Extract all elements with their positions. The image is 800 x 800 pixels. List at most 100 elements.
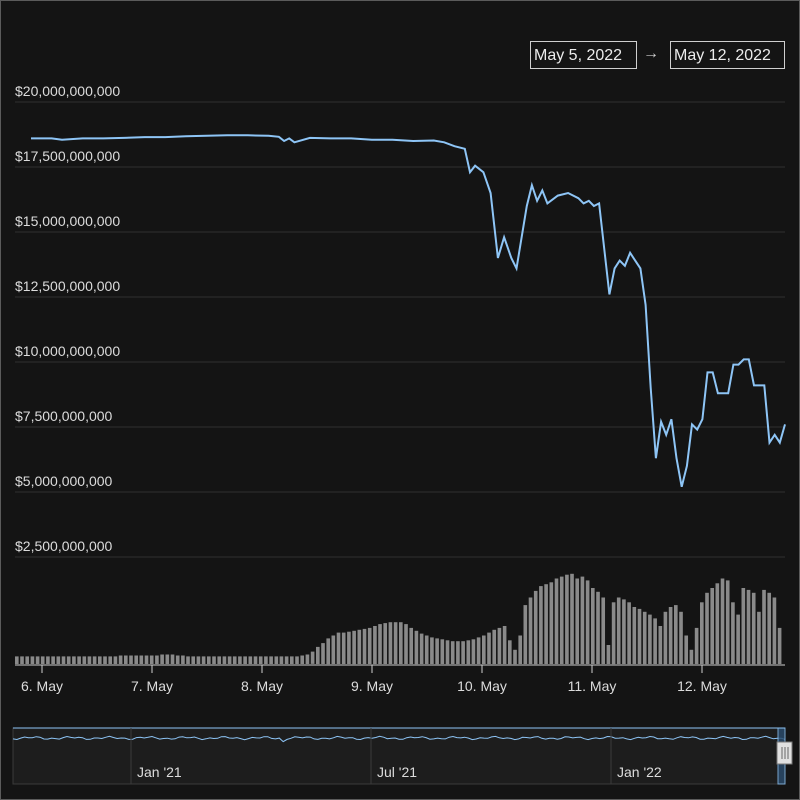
volume-bar [279,656,284,664]
volume-bar [476,637,481,664]
volume-bar [461,641,465,664]
volume-bar [694,627,699,664]
volume-bar [611,602,616,665]
volume-bar [554,578,559,664]
volume-bar [336,632,341,664]
volume-bar [175,655,180,664]
volume-bar [700,602,704,665]
volume-bar [72,656,76,664]
volume-bar [40,656,45,664]
volume-bar [165,654,170,664]
volume-bar [149,655,154,664]
volume-bar [326,638,331,665]
x-tick-label: 8. May [241,678,283,694]
volume-bar [46,656,50,664]
volume-bar [87,656,92,664]
volume-bar [596,591,600,664]
volume-bar [352,630,356,665]
volume-bar [227,656,232,664]
volume-bar [705,592,709,665]
volume-bar [92,656,97,664]
volume-bar [144,655,149,664]
volume-bar [341,632,346,664]
y-tick-label: $2,500,000,000 [15,538,113,554]
volume-bar [399,622,403,664]
volume-bar [539,586,543,664]
volume-bar [269,656,273,664]
navigator: Jan '21 Jul '21 Jan '22 [12,727,793,785]
y-tick-label: $20,000,000,000 [15,83,120,99]
volume-bar [585,580,590,664]
volume-bar [751,592,756,665]
volume-bar [720,578,725,664]
volume-bar [212,656,216,664]
volume-bar [632,607,637,664]
date-range-from-input[interactable]: May 5, 2022 [530,41,637,69]
volume-bar [777,627,782,664]
volume-bar [456,641,460,664]
volume-bar [243,656,247,664]
volume-bar [295,656,299,664]
volume-bar [347,631,351,664]
volume-bar [103,656,107,664]
volume-bar [591,588,595,664]
volume-bar [253,656,258,664]
volume-bar [170,654,175,664]
series-line [31,134,786,488]
volume-bar [762,589,766,664]
x-tick-label: 9. May [351,678,393,694]
volume-bar [201,656,206,664]
volume-bar [155,655,159,664]
navigator-label: Jul '21 [377,764,417,780]
navigator-series-line [12,735,786,743]
date-range-to-input[interactable]: May 12, 2022 [670,41,785,69]
volume-bar [191,656,196,664]
volume-bar [482,635,486,664]
volume-bar [82,656,87,664]
volume-bar [487,632,491,664]
volume-bar [66,656,71,664]
volume-bar [274,656,279,664]
volume-bar [648,614,652,664]
volume-bar [290,656,294,664]
volume-bar [238,656,242,664]
volume-bar [113,656,118,664]
navigator-labels: Jan '21 Jul '21 Jan '22 [130,728,662,784]
volume-bar [430,637,434,664]
volume-bar [51,656,55,664]
volume-bar [570,573,574,665]
volume-bar [186,656,190,664]
volume-bar [684,635,689,664]
volume-bar [544,584,548,664]
volume-bar [471,639,476,664]
volume-bar [98,656,102,664]
volume-bar [440,639,445,664]
volume-bar [466,640,471,665]
volume-bar [757,611,761,665]
navigator-label: Jan '21 [137,764,182,780]
volume-bar [606,645,611,664]
volume-bar [710,588,715,664]
volume-bar [513,649,517,665]
volume-bar [616,597,621,664]
volume-bar [663,611,668,665]
volume-bar [523,605,528,664]
y-axis-labels: $2,500,000,000 $5,000,000,000 $7,500,000,0… [15,83,120,554]
volume-bar [35,656,40,664]
volume-bar [731,602,735,665]
volume-bar [668,607,673,664]
volume-bar [160,654,164,664]
volume-bar [658,626,663,664]
volume-bar [642,611,647,665]
volume-bar [404,624,408,664]
volume-bar [388,622,393,664]
x-tick-label: 7. May [131,678,173,694]
volume-bar [772,597,777,664]
volume-bar [497,627,502,664]
volume-bar [528,597,533,664]
volume-bar [207,656,211,664]
volume-bar [300,655,305,664]
volume-bar [508,640,512,665]
volume-bar [284,656,289,664]
volume-bar [331,635,336,664]
